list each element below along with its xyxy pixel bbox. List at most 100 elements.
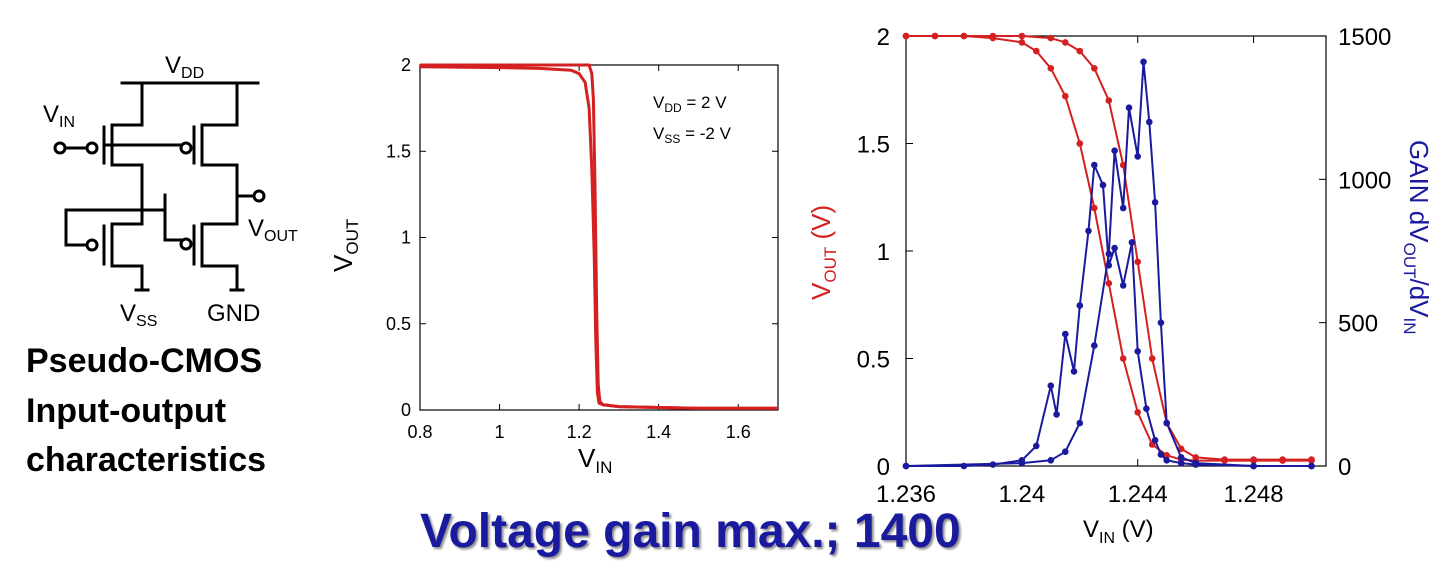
series-1-marker <box>1062 92 1069 100</box>
y-axis-label: VOUT <box>328 219 362 272</box>
x-tick-label: 1.236 <box>876 481 936 508</box>
series-4-marker <box>1047 457 1055 464</box>
series-1-marker <box>1163 452 1170 459</box>
series-4-marker <box>1163 419 1170 427</box>
y-tick-label: 1.5 <box>386 141 411 161</box>
x-tick-label: 1.2 <box>567 422 592 442</box>
gnd-label: GND <box>207 300 260 327</box>
vss-label: VSS <box>120 300 157 330</box>
series-4-marker <box>1119 204 1127 212</box>
gate-bubble <box>85 238 99 252</box>
series-3-marker <box>1177 459 1185 467</box>
y-tick-label: 2 <box>877 24 890 51</box>
description-line-2: Input-output <box>26 392 227 430</box>
right-y-tick-label: 500 <box>1338 311 1378 338</box>
x-tick-label: 1.24 <box>999 481 1046 508</box>
y-tick-label: 0.5 <box>857 347 890 374</box>
right-y-tick-label: 0 <box>1338 454 1351 481</box>
series-2-marker <box>989 32 997 40</box>
x-tick-label: 1.244 <box>1108 481 1168 508</box>
series-2-marker <box>1221 456 1228 463</box>
series-3-marker <box>1070 368 1078 375</box>
series-group <box>419 63 778 410</box>
series-4-marker <box>1091 342 1098 349</box>
series-2-marker <box>1308 456 1315 463</box>
series-3-marker <box>1062 330 1069 338</box>
right-y-tick-label: 1000 <box>1338 167 1391 194</box>
series-1-marker <box>1018 39 1026 46</box>
series-3-marker <box>1033 442 1040 450</box>
x-axis-label: VIN (V) <box>1083 516 1154 547</box>
series-3-marker <box>1143 405 1150 413</box>
right-y-tick-label: 1500 <box>1338 24 1391 51</box>
series-3-marker <box>1157 451 1165 458</box>
series-line-2 <box>906 35 1312 461</box>
series-1-marker <box>1105 280 1113 287</box>
y-tick-labels: 0 0.5 1 1.5 2 <box>386 55 411 420</box>
series-4-marker <box>1125 104 1133 111</box>
left-y-tick-labels: 0 0.5 1 1.5 2 <box>857 24 890 481</box>
series-4-marker <box>1157 319 1165 327</box>
series-3-marker <box>1128 239 1136 246</box>
series-2-marker <box>1047 34 1055 42</box>
vdd-label: VDD <box>165 52 204 82</box>
series-3-marker <box>1053 411 1060 418</box>
description-line-1: Pseudo-CMOS <box>26 342 263 380</box>
series-group <box>902 32 1315 470</box>
chart-transfer-full: 0 0.5 1 1.5 2 0.8 1 1.2 1.4 1.6 VIN VOUT VDD = 2… <box>328 55 779 477</box>
series-2-marker <box>1177 445 1185 453</box>
series-1-marker <box>1033 47 1040 55</box>
y-tick-label: 0 <box>401 400 411 420</box>
series-4-marker <box>1308 462 1315 470</box>
series-2-marker <box>1279 456 1286 463</box>
right-y-tick-labels: 0 500 1000 1500 <box>1338 24 1391 481</box>
series-2-marker <box>1148 355 1156 362</box>
right-y-axis-label: GAIN dVOUT/dVIN <box>1400 140 1434 335</box>
annotation-vss: VSS = -2 V <box>653 124 732 146</box>
x-tick-labels: 1.236 1.24 1.244 1.248 <box>876 481 1284 508</box>
series-2-marker <box>1250 456 1257 463</box>
input-terminal <box>53 141 67 155</box>
x-tick-label: 1.248 <box>1224 481 1284 508</box>
series-2-marker <box>1062 39 1069 46</box>
gate-bubbles <box>53 141 266 252</box>
series-3-marker <box>1076 302 1084 309</box>
series-1-marker <box>1091 204 1098 212</box>
series-4-marker <box>1076 419 1084 427</box>
x-tick-label: 0.8 <box>407 422 432 442</box>
series-4-marker <box>1250 462 1257 470</box>
gate-bubble <box>179 237 193 251</box>
series-2-marker <box>1134 258 1141 266</box>
annotation-vdd: VDD = 2 V <box>653 93 727 115</box>
series-4-marker <box>902 462 910 470</box>
y-tick-label: 1 <box>401 228 411 248</box>
headline-banner: Voltage gain max.; 1400 <box>420 505 961 558</box>
series-3-marker <box>1111 244 1118 252</box>
x-tick-label: 1.6 <box>726 422 751 442</box>
x-tick-label: 1 <box>495 422 505 442</box>
series-2-marker <box>931 32 939 40</box>
gate-bubble <box>179 141 193 155</box>
series-3-marker <box>1085 227 1092 235</box>
series-line-3 <box>906 164 1312 467</box>
series-2-marker <box>1091 65 1098 72</box>
pseudo-cmos-schematic <box>64 81 260 292</box>
series-3-marker <box>1099 181 1107 189</box>
series-1-marker <box>1134 409 1141 416</box>
series-4-marker <box>1146 118 1153 126</box>
y-tick-label: 1.5 <box>857 132 890 159</box>
series-2-marker <box>960 32 968 40</box>
series-3-marker <box>1151 436 1159 444</box>
x-tick-label: 1.4 <box>646 422 671 442</box>
y-tick-label: 0 <box>877 454 890 481</box>
series-2-marker <box>902 32 910 40</box>
series-1-marker <box>1047 65 1055 72</box>
series-3-marker <box>1091 161 1098 169</box>
y-tick-label: 2 <box>401 55 411 75</box>
series-3-marker <box>1047 382 1055 390</box>
series-3-marker <box>1163 457 1170 464</box>
series-line-2 <box>420 63 778 410</box>
series-3-marker <box>1119 282 1127 289</box>
vin-label: VIN <box>43 101 75 131</box>
